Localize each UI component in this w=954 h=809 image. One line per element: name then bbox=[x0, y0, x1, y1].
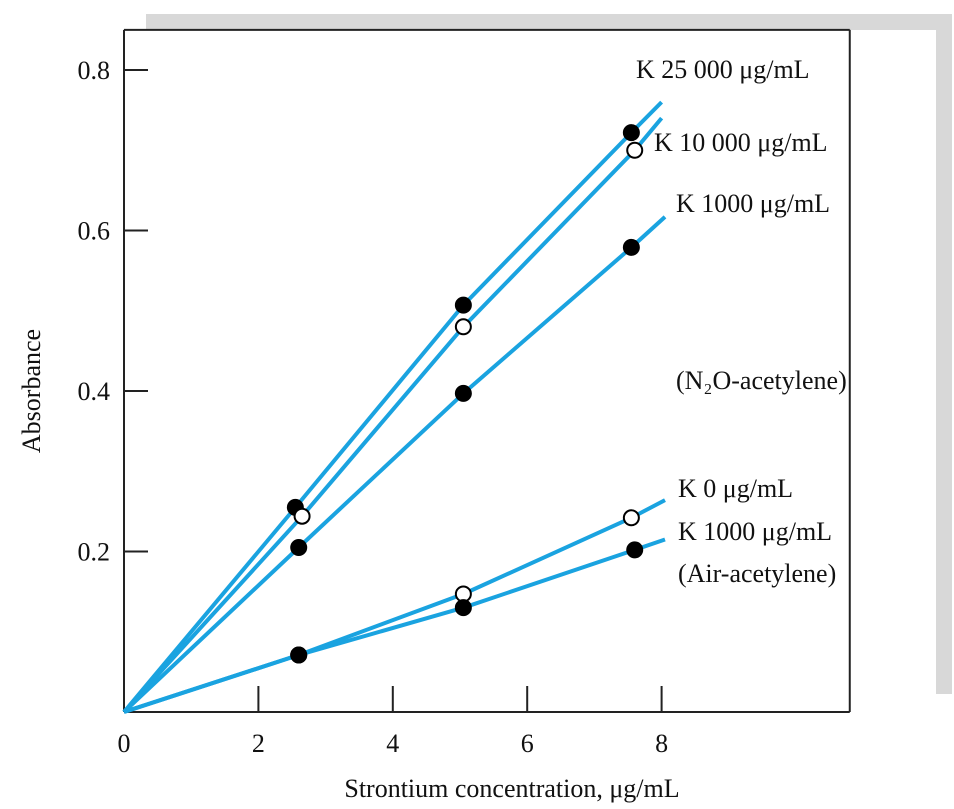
data-point-series-5 bbox=[626, 541, 644, 559]
plot-area bbox=[124, 30, 936, 712]
data-point-series-2 bbox=[454, 318, 472, 336]
series-label-2: K 10 000 μg/mL bbox=[654, 128, 828, 157]
y-tick-label: 0.2 bbox=[78, 538, 111, 567]
n2o-acetylene-annotation: (N₂O-acetylene) bbox=[676, 366, 847, 395]
air-acetylene-annotation: (Air-acetylene) bbox=[678, 559, 836, 588]
data-point-series-1 bbox=[622, 124, 640, 142]
data-points bbox=[286, 124, 644, 664]
x-tick-label: 4 bbox=[386, 729, 399, 758]
data-point-series-2 bbox=[626, 141, 644, 159]
data-point-series-2 bbox=[293, 507, 311, 525]
x-tick-label: 8 bbox=[655, 729, 668, 758]
x-tick-label: 6 bbox=[521, 729, 534, 758]
data-point-series-1 bbox=[454, 296, 472, 314]
data-point-series-4 bbox=[622, 509, 640, 527]
series-label-3: K 1000 μg/mL bbox=[676, 189, 830, 218]
data-point-series-3 bbox=[622, 238, 640, 256]
series-label-4: K 0 μg/mL bbox=[678, 474, 793, 503]
y-axis-title: Absorbance bbox=[17, 329, 46, 453]
data-point-series-5 bbox=[454, 599, 472, 617]
x-axis-title: Strontium concentration, μg/mL bbox=[344, 774, 679, 803]
x-tick-label: 2 bbox=[252, 729, 265, 758]
y-tick-label: 0.6 bbox=[78, 217, 111, 246]
x-tick-label: 0 bbox=[118, 729, 131, 758]
y-tick-label: 0.8 bbox=[78, 56, 111, 85]
series-label-5: K 1000 μg/mL bbox=[678, 517, 832, 546]
data-point-series-5 bbox=[290, 646, 308, 664]
chart-text: 0 2 4 6 8 0.2 0.4 0.6 0.8 Strontium concentration… bbox=[17, 55, 847, 803]
data-point-series-3 bbox=[290, 538, 308, 556]
axes bbox=[123, 28, 851, 713]
y-tick-label: 0.4 bbox=[78, 377, 111, 406]
series-label-1: K 25 000 μg/mL bbox=[636, 55, 810, 84]
data-point-series-3 bbox=[454, 384, 472, 402]
